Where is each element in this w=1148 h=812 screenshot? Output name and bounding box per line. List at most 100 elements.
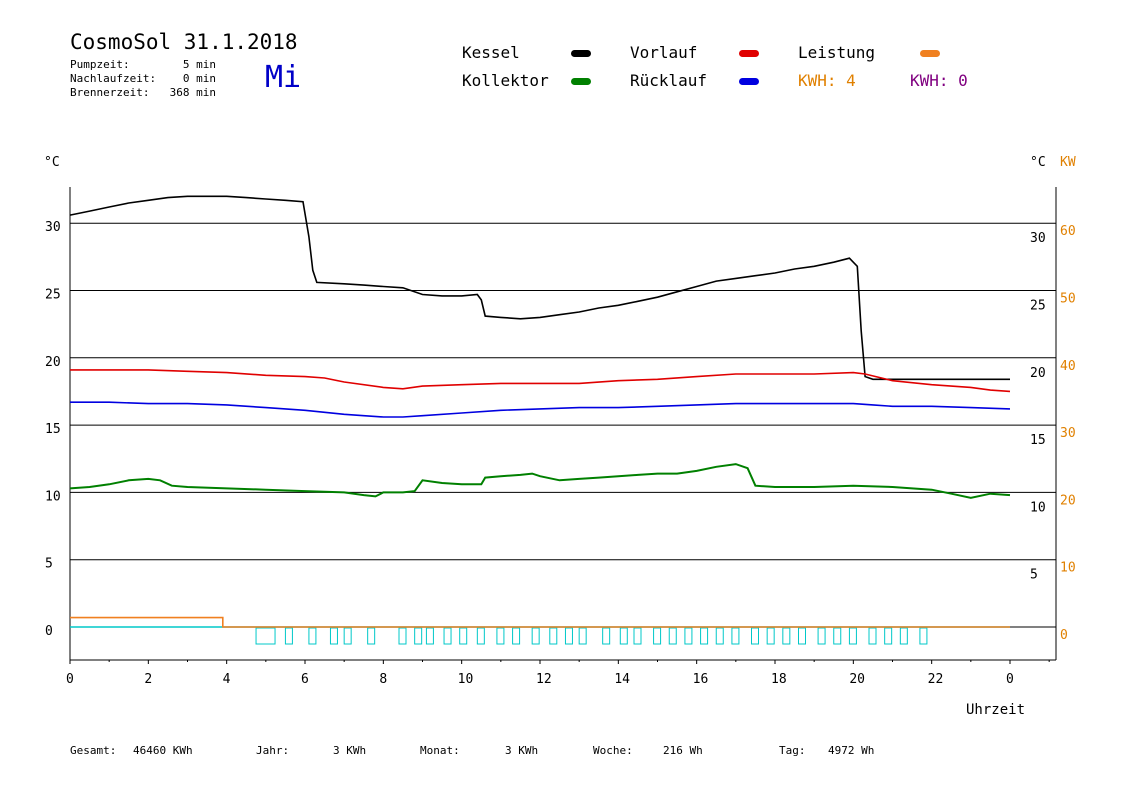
pump-pulse [443, 627, 452, 645]
pump-pulse [496, 627, 505, 645]
info-brennerzeit-label: Brennerzeit: [70, 86, 150, 99]
y-tick-label-kw: 30 [1060, 426, 1076, 441]
legend-ruecklauf-swatch [739, 78, 759, 85]
pump-pulse [459, 627, 468, 645]
pump-pulse [684, 627, 693, 645]
pump-pulse [899, 627, 908, 645]
stat-gesamt-label: Gesamt: [70, 744, 117, 757]
y-tick-label-right: 25 [1030, 299, 1046, 314]
stat-monat-label: Monat: [420, 744, 460, 757]
pump-pulse [367, 627, 376, 645]
x-tick-label: 22 [928, 672, 944, 687]
pump-pulse [284, 627, 293, 645]
y-tick-label-kw: 10 [1060, 561, 1076, 576]
pump-pulse [919, 627, 928, 645]
pump-pulse [868, 627, 877, 645]
legend-leistung-swatch [920, 50, 940, 57]
pump-pulse [549, 627, 558, 645]
legend-kollektor-swatch [571, 78, 591, 85]
y-tick-label-right: 15 [1030, 433, 1046, 448]
legend-kessel-swatch [571, 50, 591, 57]
kwh-secondary-label: KWH: 0 [910, 71, 968, 90]
kwh-leistung-label: KWH: 4 [798, 71, 856, 90]
y-tick-label-left: 30 [45, 220, 61, 235]
y-tick-label-kw: 50 [1060, 292, 1076, 307]
stat-tag-label: Tag: [779, 744, 806, 757]
series-kollektor-line [69, 463, 1011, 499]
weekday-label: Mi [265, 60, 302, 95]
y-tick-label-left: 25 [45, 288, 61, 303]
pump-pulse [398, 627, 407, 645]
pump-pulse [476, 627, 485, 645]
info-nachlaufzeit-label: Nachlaufzeit: [70, 72, 157, 85]
y-tick-label-left: 0 [45, 624, 53, 639]
info-pumpzeit-label: Pumpzeit: [70, 58, 130, 71]
stat-gesamt-value: 46460 KWh [133, 744, 193, 757]
info-brennerzeit-value: 368 min [169, 86, 216, 99]
stat-monat-value: 3 KWh [505, 744, 539, 757]
stat-woche-label: Woche: [593, 744, 633, 757]
x-tick-label: 8 [379, 672, 387, 687]
y-tick-label-kw: 0 [1060, 628, 1068, 643]
y-tick-label-right: 10 [1030, 500, 1046, 515]
pump-pulse [619, 627, 628, 645]
legend-kessel-label: Kessel [462, 43, 520, 62]
pump-pulse [715, 627, 724, 645]
pump-pulse [512, 627, 521, 645]
y-tick-label-kw: 40 [1060, 359, 1076, 374]
info-pumpzeit-value: 5 min [182, 58, 216, 71]
y-tick-label-left: 15 [45, 422, 61, 437]
y-tick-label-kw: 20 [1060, 493, 1076, 508]
pump-pulse [602, 627, 611, 645]
pump-pulse [751, 627, 759, 645]
pump-pulse [633, 627, 642, 645]
series-ruecklauf-line [70, 401, 1011, 418]
y-tick-label-right: 20 [1030, 366, 1046, 381]
series-vorlauf-line [70, 369, 1011, 393]
x-tick-label: 6 [301, 672, 309, 687]
x-tick-label: 18 [771, 672, 787, 687]
y-tick-label-right: 30 [1030, 231, 1046, 246]
left-axis-unit: °C [44, 155, 60, 170]
pump-pulse [531, 627, 540, 645]
pump-pulse [578, 627, 587, 645]
pump-pulse [798, 627, 806, 645]
y-tick-label-right: 5 [1030, 568, 1038, 583]
y-tick-label-kw: 60 [1060, 224, 1076, 239]
pump-pulse [817, 627, 826, 645]
x-tick-label: 2 [144, 672, 152, 687]
legend-kollektor-label: Kollektor [462, 71, 549, 90]
x-tick-label: 20 [849, 672, 865, 687]
legend-vorlauf-swatch [739, 50, 759, 57]
stat-jahr-value: 3 KWh [333, 744, 367, 757]
pump-pulse [414, 627, 423, 645]
pump-pulse [653, 627, 662, 645]
y-tick-label-left: 5 [45, 557, 53, 572]
pump-pulse [700, 627, 709, 645]
chart-title: CosmoSol 31.1.2018 [70, 30, 298, 54]
pump-pulse [782, 627, 791, 645]
x-tick-label: 16 [693, 672, 709, 687]
pump-pulse [255, 627, 276, 645]
pump-pulse [308, 627, 317, 645]
stat-jahr-label: Jahr: [256, 744, 290, 757]
series-kessel-line [69, 195, 1010, 381]
info-nachlaufzeit-value: 0 min [182, 72, 216, 85]
pump-pulse [766, 627, 775, 645]
legend-leistung-label: Leistung [798, 43, 876, 62]
x-tick-label: 14 [614, 672, 630, 687]
pump-pulse [833, 627, 842, 645]
x-axis-label: Uhrzeit [966, 702, 1026, 718]
y-tick-label-left: 20 [45, 355, 61, 370]
stat-woche-value: 216 Wh [663, 744, 703, 757]
x-tick-label: 0 [1006, 672, 1014, 687]
legend-vorlauf-label: Vorlauf [630, 43, 698, 62]
pump-pulse [884, 627, 893, 645]
x-tick-label: 0 [66, 672, 74, 687]
pump-pulse [731, 627, 740, 645]
pump-pulse [343, 627, 352, 645]
y-tick-label-left: 10 [45, 489, 61, 504]
pump-pulse [329, 627, 338, 645]
stat-tag-value: 4972 Wh [828, 744, 875, 757]
